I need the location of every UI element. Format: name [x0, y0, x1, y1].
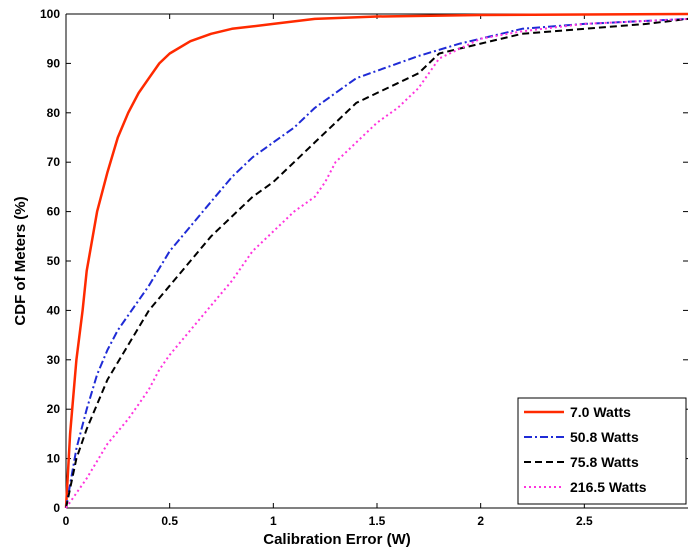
legend-label-4: 216.5 Watts: [570, 479, 647, 495]
legend-label-1: 7.0 Watts: [570, 404, 631, 420]
y-tick-label: 40: [47, 303, 61, 317]
x-tick-label: 1.5: [369, 514, 386, 528]
y-tick-label: 60: [47, 205, 61, 219]
series-layer: [64, 12, 688, 509]
y-tick-label: 50: [47, 254, 61, 268]
y-tick-label: 30: [47, 353, 61, 367]
y-axis-title: CDF of Meters (%): [12, 196, 29, 325]
y-tick-label: 10: [47, 452, 61, 466]
y-tick-label: 80: [47, 106, 61, 120]
series-line-4: [65, 17, 688, 509]
x-axis-title: Calibration Error (W): [263, 531, 411, 548]
x-tick-label: 2: [477, 514, 484, 528]
x-tick-label: 1: [270, 514, 277, 528]
y-tick-label: 100: [40, 7, 60, 21]
y-tick-label: 20: [47, 402, 61, 416]
legend-label-2: 50.8 Watts: [570, 429, 639, 445]
legend-label-3: 75.8 Watts: [570, 454, 639, 470]
series-line-3: [65, 17, 688, 509]
y-tick-label: 90: [47, 56, 61, 70]
x-tick-label: 0.5: [161, 514, 178, 528]
axis-ticks: 0 10 20 30 40 50 60 70 80 90 100 0 0.5 1 1.5 2 2.5: [40, 7, 688, 528]
y-tick-label: 0: [53, 501, 60, 515]
series-line-2: [65, 17, 688, 509]
series-line-1: [64, 12, 688, 509]
y-tick-label: 70: [47, 155, 61, 169]
x-tick-label: 0: [63, 514, 70, 528]
legend: 7.0 Watts 50.8 Watts 75.8 Watts 216.5 Watts: [517, 397, 687, 505]
x-tick-label: 2.5: [576, 514, 593, 528]
